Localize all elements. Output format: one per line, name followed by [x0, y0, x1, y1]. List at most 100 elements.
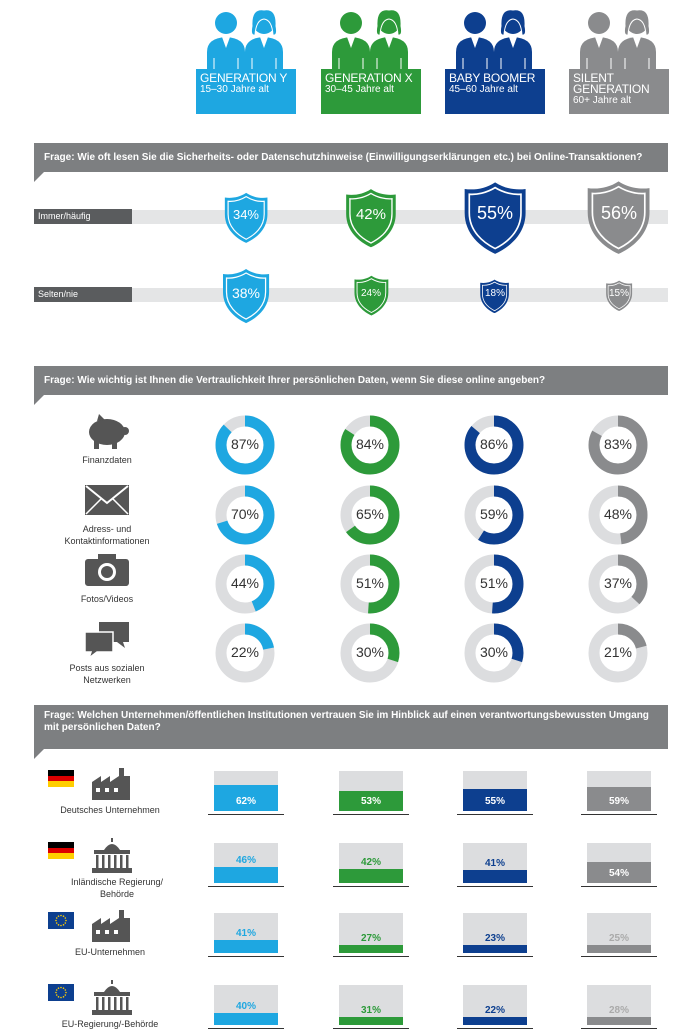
shield-value: 55% [462, 181, 528, 255]
donut-arc [215, 485, 275, 545]
generation-age: 45–60 Jahre alt [449, 84, 518, 95]
generation-header: GENERATION Y 15–30 Jahre alt [196, 6, 296, 114]
trust-bar-fill [587, 1017, 651, 1025]
donut-chart: 70% [215, 485, 275, 545]
institution-label: EU-Regierung/-Behörde [61, 1019, 159, 1029]
donut-arc [588, 485, 648, 545]
donut-percentage: 51% [479, 575, 509, 591]
question-bar: Frage: Welchen Unternehmen/öffentlichen … [34, 705, 668, 759]
eu-flag-icon [48, 912, 74, 929]
germany-flag-icon [48, 770, 74, 787]
donut-arc [588, 415, 648, 475]
question-bar: Frage: Wie wichtig ist Ihnen die Vertrau… [34, 366, 668, 405]
shield-value: 56% [585, 180, 652, 255]
people-icon [456, 9, 532, 76]
shield-percentage: 38% [231, 284, 260, 301]
trust-percentage: 53% [360, 796, 381, 807]
question-pointer [34, 749, 44, 759]
shield-icon [606, 280, 632, 312]
shield-value: 42% [344, 188, 398, 248]
trust-bar: 41% [457, 843, 533, 887]
donut-arc [215, 554, 275, 614]
trust-bar-fill [587, 786, 651, 811]
shield-percentage: 42% [355, 205, 386, 223]
shield-icon [354, 276, 388, 316]
question-pointer [34, 395, 44, 405]
trust-percentage: 46% [235, 854, 256, 866]
donut-arc [464, 485, 524, 545]
question-text: Frage: Wie wichtig ist Ihnen die Vertrau… [44, 375, 546, 386]
baseline [333, 1028, 409, 1029]
donut-chart: 37% [588, 554, 648, 614]
frequency-label: Immer/häufig [34, 209, 132, 224]
data-category: Finanzdaten [52, 412, 162, 466]
factory-icon [90, 908, 134, 949]
trust-percentage: 31% [360, 1005, 381, 1016]
trust-bar: 31% [333, 985, 409, 1029]
trust-bar-fill [463, 1017, 527, 1025]
donut-percentage: 65% [355, 506, 385, 522]
trust-percentage: 54% [608, 868, 629, 879]
donut-arc [588, 554, 648, 614]
data-category: Adress- und Kontaktinformationen [52, 481, 162, 547]
baseline [208, 814, 284, 815]
donut-chart: 83% [588, 415, 648, 475]
shield-icon [346, 188, 396, 248]
government-building-icon [90, 838, 134, 879]
donut-arc [464, 554, 524, 614]
generation-age: 15–30 Jahre alt [200, 84, 269, 95]
people-icon [332, 9, 408, 76]
trust-percentage: 27% [360, 933, 381, 944]
generation-header: BABY BOOMER 45–60 Jahre alt [445, 6, 545, 114]
trust-percentage: 55% [484, 796, 505, 807]
people-icon [207, 9, 283, 76]
donut-percentage: 51% [355, 575, 385, 591]
trust-percentage: 42% [360, 857, 381, 869]
trust-bar: 46% [208, 843, 284, 887]
shield-value: 15% [605, 280, 633, 312]
baseline [333, 814, 409, 815]
generation-label: GENERATION X 30–45 Jahre alt [321, 69, 421, 114]
trust-bar: 22% [457, 985, 533, 1029]
donut-arc [340, 554, 400, 614]
speech-bubbles-icon [84, 622, 129, 660]
donut-chart: 87% [215, 415, 275, 475]
donut-percentage: 59% [479, 506, 509, 522]
trust-bar-fill [214, 939, 278, 953]
trust-bar-fill [587, 945, 651, 953]
trust-bar: 23% [457, 913, 533, 957]
data-category: Posts aus sozialen Netzwerken [52, 620, 162, 686]
shield-percentage: 18% [484, 288, 505, 300]
donut-percentage: 44% [230, 575, 260, 591]
donut-percentage: 87% [230, 436, 260, 452]
donut-chart: 30% [464, 623, 524, 683]
envelope-icon [85, 485, 129, 515]
baseline [333, 956, 409, 957]
trust-bar-fill [339, 945, 403, 953]
trust-bar: 27% [333, 913, 409, 957]
donut-arc [340, 415, 400, 475]
trust-percentage: 59% [608, 796, 629, 807]
generation-age: 30–45 Jahre alt [325, 84, 394, 95]
trust-bar-fill [339, 869, 403, 883]
trust-percentage: 25% [608, 933, 629, 944]
category-label: Posts aus sozialen Netzwerken [69, 663, 145, 685]
donut-chart: 84% [340, 415, 400, 475]
trust-percentage: 23% [484, 933, 505, 944]
trust-percentage: 41% [235, 927, 256, 939]
trust-bar-fill [463, 789, 527, 811]
generation-label: SILENT GENERATION 60+ Jahre alt [569, 69, 669, 114]
question-bar: Frage: Wie oft lesen Sie die Sicherheits… [34, 143, 668, 182]
question-pointer [34, 172, 44, 182]
baseline [208, 1028, 284, 1029]
trust-bar-fill [339, 790, 403, 811]
question-text: Frage: Wie oft lesen Sie die Sicherheits… [44, 152, 643, 163]
people-icon [580, 9, 656, 76]
baseline [208, 956, 284, 957]
trust-bar: 54% [581, 843, 657, 887]
donut-chart: 48% [588, 485, 648, 545]
generation-header: SILENT GENERATION 60+ Jahre alt [569, 6, 669, 114]
arrow-bar [132, 288, 668, 302]
donut-percentage: 84% [355, 436, 385, 452]
baseline [333, 886, 409, 887]
